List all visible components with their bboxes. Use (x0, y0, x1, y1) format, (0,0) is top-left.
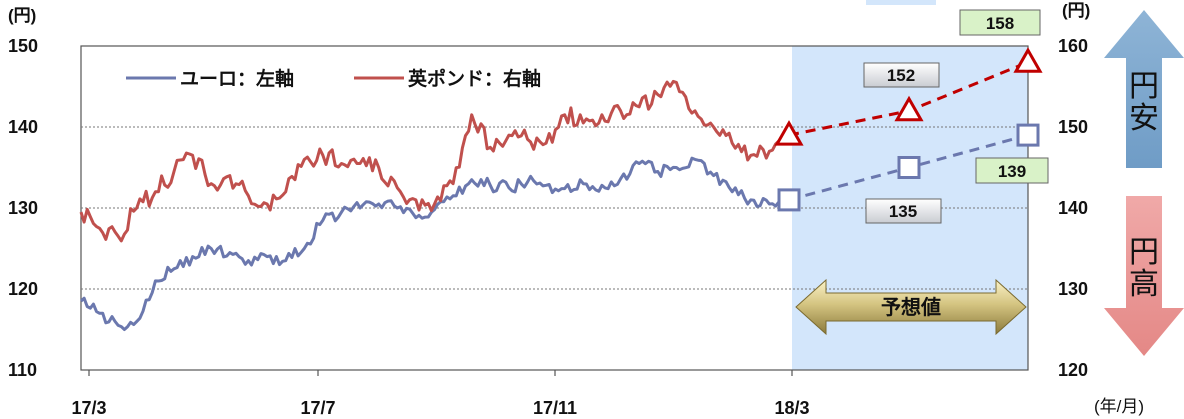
gbp-forecast-markers (774, 47, 1043, 146)
left-axis-unit: (円) (8, 6, 36, 25)
left-axis-ticks: 110 120 130 140 150 (8, 36, 38, 380)
gbp-forecast-point-1 (894, 95, 924, 122)
left-tick-150: 150 (8, 36, 38, 56)
gbp-history-line (79, 79, 790, 243)
svg-text:高: 高 (1129, 268, 1159, 301)
right-tick-160: 160 (1058, 36, 1088, 56)
svg-text:158: 158 (986, 14, 1014, 33)
yen-weak-arrow: 円 安 (1104, 10, 1184, 168)
x-tick-17/7: 17/7 (300, 398, 335, 418)
top-partial-box (866, 0, 936, 5)
euro-forecast-markers (777, 123, 1040, 212)
x-tick-18/3: 18/3 (774, 398, 809, 418)
right-tick-120: 120 (1058, 360, 1088, 380)
x-axis-ticks: 17/3 17/7 17/11 18/3 (71, 370, 810, 418)
right-axis-ticks: 120 130 140 150 160 (1058, 36, 1088, 380)
svg-text:円: 円 (1129, 70, 1159, 103)
yen-strong-arrow: 円 高 (1104, 196, 1184, 356)
badge-euro-139: 139 (975, 157, 1049, 184)
euro-forecast-point-0 (777, 188, 801, 212)
x-axis-unit: (年/月) (1094, 397, 1144, 416)
svg-text:135: 135 (889, 202, 917, 221)
svg-text:152: 152 (887, 66, 915, 85)
euro-history-line (79, 156, 790, 331)
svg-text:139: 139 (998, 162, 1026, 181)
euro-forecast-point-2 (1016, 123, 1040, 147)
legend-euro-label: ユーロ：左軸 (180, 67, 294, 90)
right-tick-140: 140 (1058, 198, 1088, 218)
badge-gbp-152: 152 (863, 62, 940, 88)
gbp-forecast-point-0 (774, 120, 804, 146)
legend-gbp-label: 英ポンド：右軸 (408, 67, 541, 90)
badge-gbp-158: 158 (959, 9, 1041, 36)
x-tick-17/11: 17/11 (533, 398, 577, 418)
gbp-forecast-point-2 (1013, 47, 1043, 73)
left-tick-110: 110 (8, 360, 37, 380)
badge-euro-135: 135 (865, 198, 942, 224)
right-tick-150: 150 (1058, 117, 1088, 137)
x-tick-17/3: 17/3 (71, 398, 106, 418)
svg-text:予想値: 予想値 (881, 295, 941, 319)
right-tick-130: 130 (1058, 279, 1088, 299)
left-tick-140: 140 (8, 117, 38, 137)
svg-text:円: 円 (1129, 236, 1159, 269)
left-tick-120: 120 (8, 279, 38, 299)
svg-text:安: 安 (1129, 102, 1159, 135)
right-axis-unit: (円) (1062, 1, 1090, 20)
euro-forecast-point-1 (897, 156, 921, 179)
forecast-period-arrow: 予想値 (795, 278, 1027, 336)
left-tick-130: 130 (8, 198, 38, 218)
